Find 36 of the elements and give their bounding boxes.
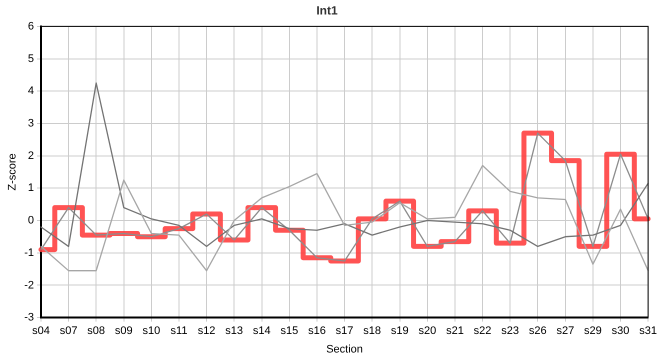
y-tick-label: -1	[24, 246, 34, 259]
x-tick-label: s13	[225, 325, 244, 338]
y-tick-label: 6	[28, 20, 34, 32]
chart-title: Int1	[316, 4, 338, 18]
x-tick-label: s31	[639, 325, 658, 338]
x-axis-title: Section	[326, 343, 363, 356]
x-tick-label: s09	[114, 325, 133, 338]
x-tick-label: s18	[363, 325, 382, 338]
x-tick-label: s21	[446, 325, 464, 338]
x-tick-label: s04	[32, 325, 50, 338]
y-tick-label: 0	[28, 214, 34, 227]
x-tick-label: s27	[556, 325, 574, 338]
x-tick-label: s22	[474, 325, 492, 338]
x-tick-label: s12	[198, 325, 216, 338]
x-tick-label: s20	[418, 325, 436, 338]
y-tick-label: -2	[24, 279, 34, 292]
x-tick-label: s14	[252, 325, 271, 338]
x-tick-label: s10	[142, 325, 160, 338]
x-tick-label: s11	[170, 325, 188, 338]
x-tick-label: s17	[336, 325, 354, 338]
y-tick-label: 2	[28, 150, 34, 162]
y-tick-label: 4	[28, 85, 34, 98]
y-tick-label: -3	[24, 312, 34, 324]
x-tick-label: s07	[60, 325, 78, 338]
x-tick-label: s15	[280, 325, 298, 338]
x-tick-label: s16	[308, 325, 326, 338]
y-tick-label: 1	[28, 182, 34, 194]
x-tick-label: s19	[390, 325, 409, 338]
x-tick-label: s29	[584, 325, 602, 338]
x-tick-label: s26	[528, 325, 547, 338]
x-tick-label: s08	[87, 325, 106, 338]
y-tick-label: 5	[28, 52, 34, 65]
y-tick-label: 3	[28, 118, 34, 130]
x-tick-label: s23	[501, 325, 520, 338]
x-tick-label: s30	[612, 325, 630, 338]
y-axis-title: Z-score	[6, 153, 19, 191]
